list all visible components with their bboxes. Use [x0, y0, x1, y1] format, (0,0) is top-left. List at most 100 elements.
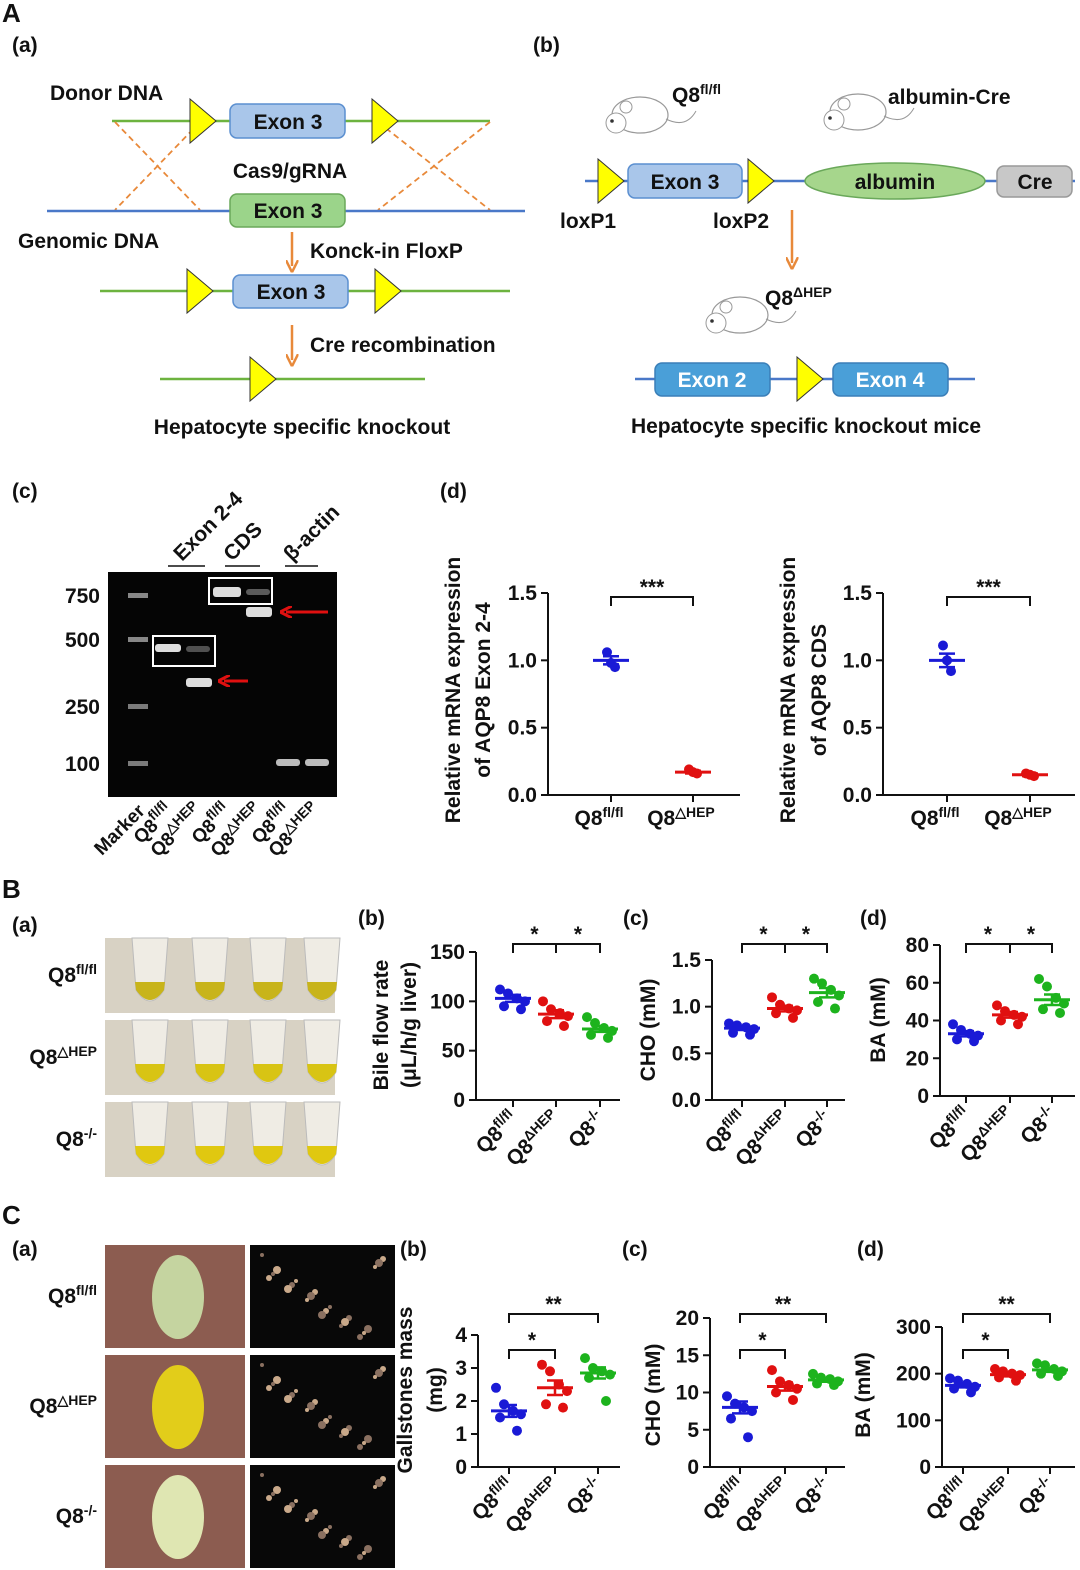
x-tick-label: Q8-/- — [562, 1105, 610, 1153]
data-point — [1038, 1004, 1048, 1015]
chart: 0 50 100 150 (b) Bile flow rate (μL/h/g liver)… — [358, 907, 620, 1171]
y-tick-label: 1.0 — [843, 649, 872, 672]
ladder-label: 250 — [65, 696, 100, 719]
data-point — [601, 1396, 611, 1406]
significance-label: * — [1027, 923, 1036, 946]
diagram-label: Genomic DNA — [18, 230, 159, 253]
y-tick-label: 1.5 — [672, 949, 702, 972]
y-tick-label: 100 — [896, 1409, 931, 1432]
row-label: Q8-/- — [56, 1502, 98, 1528]
significance-bracket — [739, 1349, 786, 1359]
data-point — [605, 1369, 615, 1380]
crystal — [273, 1486, 281, 1494]
data-point — [813, 997, 823, 1007]
chart-title: (d) — [860, 907, 887, 930]
diagram-label: Hepatocyte specific knockout mice — [631, 415, 981, 438]
label-superscript: ΔHEP — [749, 1105, 788, 1144]
crystal — [364, 1325, 372, 1333]
bile — [307, 982, 337, 1000]
data-point — [788, 1394, 798, 1405]
x-tick-label: Q8-/- — [789, 1105, 837, 1153]
data-point — [603, 1032, 613, 1043]
diagram-shape — [374, 268, 402, 314]
label-base: Q8 — [647, 807, 675, 830]
data-point — [563, 1011, 573, 1022]
gallbladder — [152, 1475, 204, 1559]
crystal — [373, 1265, 377, 1269]
ladder-label: 750 — [65, 585, 100, 608]
error-bar — [603, 655, 619, 666]
error-bar — [777, 1381, 793, 1392]
significance-label: * — [530, 923, 539, 946]
diagram-label: Donor DNA — [50, 82, 163, 105]
lane-header: CDS — [219, 518, 267, 566]
data-point — [541, 1399, 551, 1410]
y-tick-label: 20 — [676, 1307, 699, 1330]
crystal — [266, 1385, 272, 1391]
data-point — [767, 1365, 777, 1376]
crystal — [260, 1363, 264, 1367]
diagram-rect — [654, 362, 771, 397]
error-bar — [777, 1004, 793, 1013]
subpanel-label: (c) — [12, 480, 38, 503]
y-tick-label: 0.0 — [508, 784, 537, 807]
row-label: Q8-/- — [56, 1125, 98, 1151]
crystal — [294, 1389, 298, 1393]
diagram-label: Hepatocyte specific knockout — [154, 416, 450, 439]
data-point — [495, 984, 505, 995]
bile — [135, 982, 165, 1000]
data-point — [559, 1021, 569, 1031]
y-tick-label: 1.0 — [672, 996, 701, 1019]
diagram-rect — [246, 607, 272, 617]
error-bar — [547, 1379, 563, 1397]
significance-bracket — [508, 1349, 556, 1359]
crystal — [273, 1266, 281, 1274]
significance-bracket — [739, 1313, 827, 1323]
diagram-rect — [208, 577, 273, 605]
label-base: Q8 — [765, 287, 793, 310]
data-point — [1055, 1007, 1065, 1018]
error-bar — [505, 993, 521, 1004]
label-base: Q8 — [48, 1285, 76, 1308]
subpanel-label: (d) — [440, 480, 467, 503]
crystal — [328, 1415, 332, 1419]
x-tick-label: Q8△HEP — [984, 804, 1052, 830]
label-superscript: ΔHEP — [974, 1101, 1013, 1140]
data-point — [745, 1029, 755, 1040]
crystal — [373, 1375, 377, 1379]
crystal — [284, 1395, 292, 1403]
significance-label: ** — [998, 1293, 1015, 1316]
label-superscript: fl/fl — [939, 804, 960, 820]
diagram-rect — [232, 274, 349, 309]
data-point — [767, 992, 777, 1003]
data-point — [722, 1391, 732, 1402]
chart: 0.0 0.5 1.0 1.5 Relative mRNA expression of A… — [442, 557, 740, 830]
row-label: Q8fl/fl — [48, 1282, 97, 1308]
label-base: Q8 — [984, 807, 1012, 830]
diagram-rect — [186, 646, 210, 652]
cre-box: Cre — [1017, 171, 1052, 194]
diagram-label: Cas9/gRNA — [233, 160, 347, 183]
significance-label: * — [981, 1329, 990, 1352]
diagram-shape — [249, 356, 277, 402]
error-bar — [685, 769, 701, 775]
crystal — [341, 1538, 349, 1546]
crystal — [364, 1545, 372, 1553]
y-tick-label: 0.5 — [508, 717, 538, 740]
y-tick-label: 1.0 — [508, 649, 537, 672]
chart-title: (b) — [400, 1238, 427, 1261]
error-bar — [818, 1376, 834, 1383]
crystal — [284, 1285, 292, 1293]
label-base: Q8 — [910, 807, 938, 830]
panel-label: A — [2, 0, 21, 28]
diagram-ellipse — [804, 162, 986, 200]
bile — [195, 1064, 225, 1082]
bile — [135, 1064, 165, 1082]
error-bar — [1022, 772, 1038, 778]
photo — [250, 1465, 395, 1568]
label-superscript: △HEP — [56, 1392, 97, 1408]
data-point — [1032, 1358, 1042, 1369]
chart-title: (c) — [623, 907, 649, 930]
y-tick-label: 1 — [455, 1423, 467, 1446]
